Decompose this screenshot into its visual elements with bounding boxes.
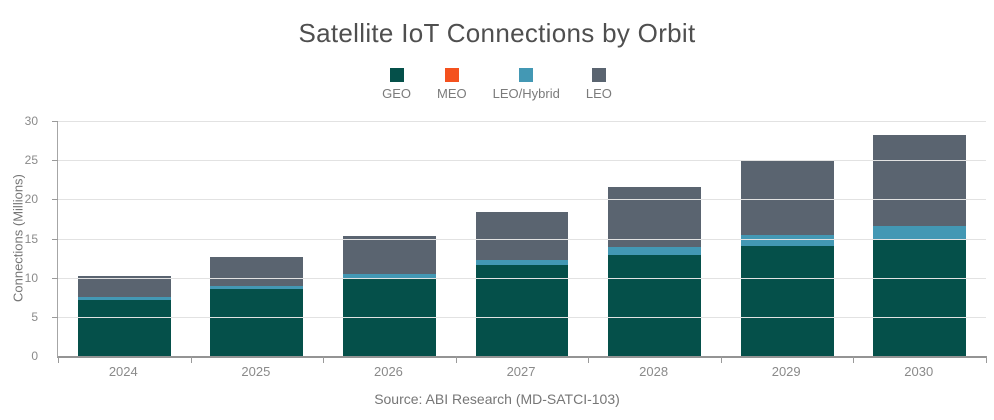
chart-title: Satellite IoT Connections by Orbit <box>298 18 696 48</box>
x-tick-mark-0 <box>58 356 59 363</box>
source-note: Source: ABI Research (MD-SATCI-103) <box>374 391 620 407</box>
bar-segment-2030-leo-hybrid <box>873 225 967 240</box>
bar-segment-2028-leo-hybrid <box>608 247 701 255</box>
x-tick-label-2030: 2030 <box>904 364 934 379</box>
gridline-10 <box>58 277 986 279</box>
bar-segment-2025-leo-hybrid <box>210 285 304 289</box>
x-tick-label-2025: 2025 <box>241 364 271 379</box>
gridline-20 <box>58 199 986 201</box>
x-axis-labels: 2024 2025 2026 2027 2028 2029 2030 <box>57 364 985 379</box>
y-tick-mark-30 <box>52 121 58 122</box>
bar-segment-2028-leo <box>608 186 701 248</box>
bars-container <box>58 121 986 356</box>
bar-segment-2029-geo <box>740 245 834 356</box>
bar-segment-2026-leo-hybrid <box>343 273 436 278</box>
legend-label-leo: LEO <box>585 86 612 101</box>
y-tick-mark-5 <box>52 316 58 318</box>
bar-segment-2024-leo-hybrid <box>77 297 171 300</box>
gridline-15 <box>58 238 986 240</box>
bar-2029 <box>740 121 834 356</box>
legend-item-geo[interactable]: GEO <box>382 68 411 101</box>
bar-2030 <box>873 121 967 356</box>
x-tick-mark-3 <box>455 356 457 363</box>
y-tick-mark-25 <box>52 160 58 162</box>
y-tick-mark-10 <box>52 277 58 279</box>
legend: GEO MEO LEO/Hybrid LEO <box>0 68 994 101</box>
plot-area <box>52 121 987 363</box>
x-tick-mark-5 <box>720 356 722 363</box>
gridline-25 <box>58 160 986 162</box>
legend-swatch-leo-hybrid <box>519 68 534 82</box>
bar-segment-2030-geo <box>873 239 967 356</box>
legend-swatch-meo <box>444 68 459 82</box>
legend-swatch-geo <box>389 68 404 82</box>
x-tick-mark-7 <box>986 356 987 363</box>
gridline-5 <box>58 316 986 318</box>
bar-segment-2025-leo <box>210 257 304 286</box>
y-tick-label-30: 30 <box>24 114 38 128</box>
bar-slot-2028 <box>588 121 721 356</box>
bar-segment-2027-leo <box>475 211 569 260</box>
bar-slot-2027 <box>456 121 589 356</box>
x-tick-mark-1 <box>190 356 192 363</box>
x-tick-label-2026: 2026 <box>373 364 403 379</box>
bar-slot-2025 <box>191 121 324 356</box>
y-tick-label-20: 20 <box>24 192 38 207</box>
legend-label-geo: GEO <box>382 86 412 101</box>
bar-segment-2024-leo <box>77 276 171 298</box>
x-tick-label-2027: 2027 <box>506 364 536 379</box>
bar-slot-2030 <box>853 121 986 356</box>
bar-segment-2027-leo-hybrid <box>475 259 569 266</box>
y-tick-mark-15 <box>52 238 58 240</box>
bar-segment-2027-geo <box>475 265 569 356</box>
y-tick-mark-20 <box>52 199 58 201</box>
bar-slot-2029 <box>721 121 854 356</box>
x-tick-mark-4 <box>588 356 590 363</box>
bar-segment-2029-leo <box>740 160 834 236</box>
y-tick-label-0: 0 <box>31 349 38 363</box>
bar-segment-2026-leo <box>343 236 436 274</box>
y-axis-labels: 0 5 10 15 20 25 30 <box>0 114 50 363</box>
x-tick-mark-6 <box>853 356 855 363</box>
legend-label-meo: MEO <box>437 86 467 101</box>
x-tick-label-2028: 2028 <box>639 364 669 379</box>
x-tick-label-2024: 2024 <box>108 364 138 379</box>
bar-2027 <box>475 121 569 356</box>
gridline-30 <box>58 121 986 122</box>
bar-2024 <box>77 121 171 356</box>
bar-segment-2025-geo <box>210 288 304 356</box>
y-tick-label-10: 10 <box>24 270 38 285</box>
y-tick-label-25: 25 <box>24 153 38 168</box>
legend-label-leo-hybrid: LEO/Hybrid <box>492 86 560 101</box>
y-tick-label-5: 5 <box>31 309 38 324</box>
bar-2025 <box>210 121 304 356</box>
bar-segment-2024-geo <box>77 299 171 356</box>
legend-item-leo-hybrid[interactable]: LEO/Hybrid <box>493 68 560 101</box>
legend-swatch-leo <box>591 68 606 82</box>
y-tick-label-15: 15 <box>24 231 38 246</box>
bar-segment-2028-geo <box>608 254 701 356</box>
bar-segment-2030-leo <box>873 135 967 226</box>
bar-2028 <box>608 121 701 356</box>
x-tick-mark-2 <box>323 356 325 363</box>
bar-segment-2029-leo-hybrid <box>740 235 834 246</box>
bar-slot-2024 <box>58 121 191 356</box>
x-tick-label-2029: 2029 <box>771 364 801 379</box>
legend-item-meo[interactable]: MEO <box>437 68 467 101</box>
legend-item-leo[interactable]: LEO <box>586 68 612 101</box>
